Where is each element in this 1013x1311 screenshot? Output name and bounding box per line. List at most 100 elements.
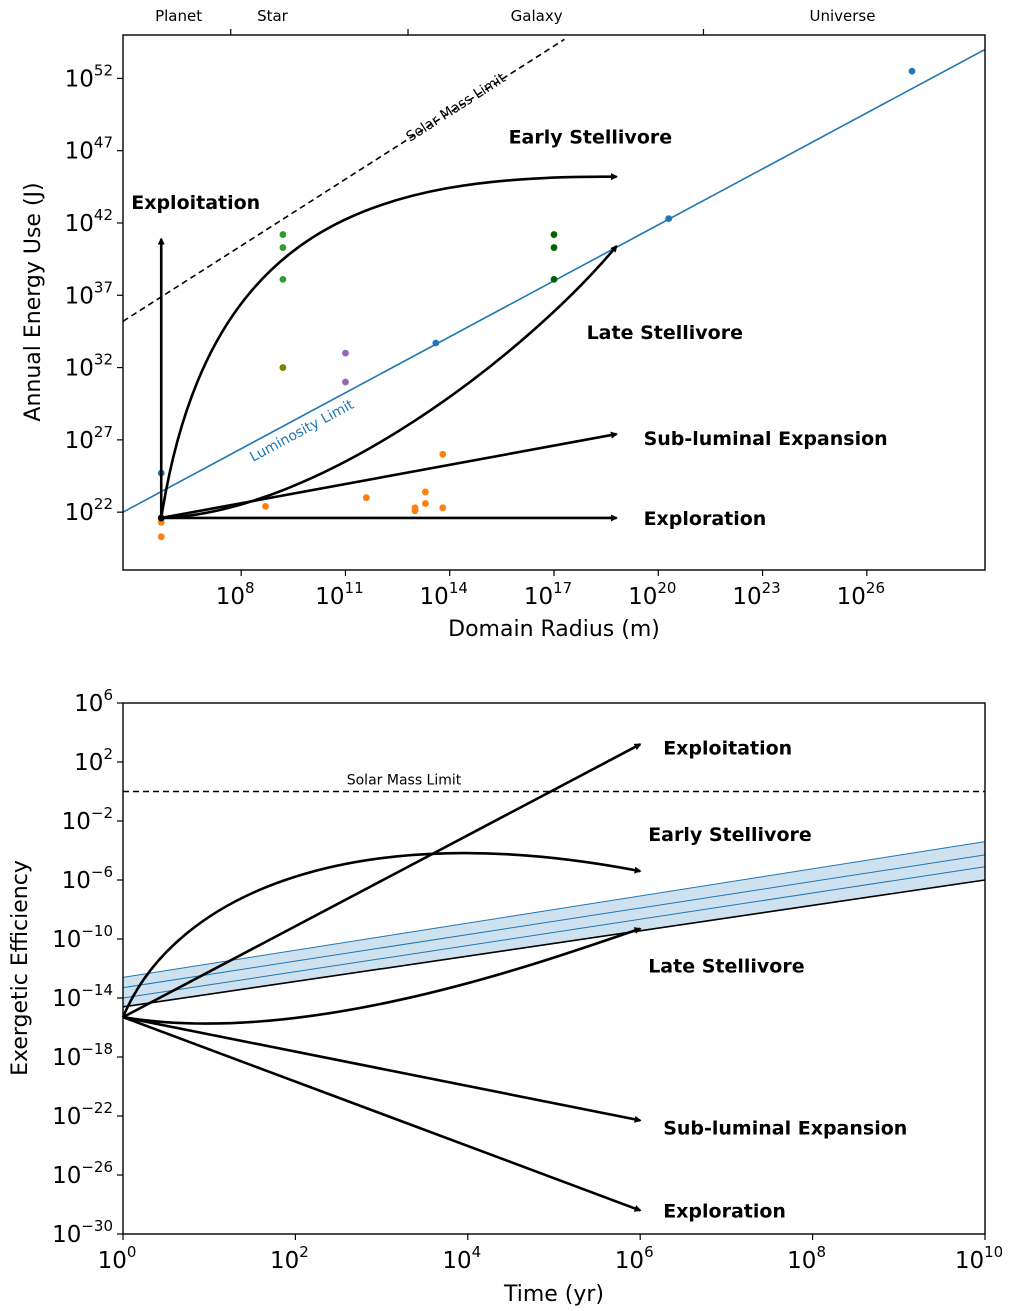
scatter-point (342, 349, 349, 357)
energy-plot-frame (122, 34, 986, 571)
arrow-label: Sub-luminal Expansion (663, 1117, 907, 1139)
energy-plot-area (123, 38, 985, 541)
scatter-point (262, 502, 269, 510)
arrow-label: Early Stellivore (648, 824, 812, 846)
y-tick-label: 102 (74, 745, 113, 776)
x-tick-label: 1011 (315, 579, 363, 610)
efficiency-arrow-labels: Exploitation Early Stellivore Late Stelliv… (648, 737, 907, 1222)
y-tick-label: 1022 (65, 495, 113, 526)
y-tick-label: 1032 (65, 351, 113, 382)
origin-point (157, 514, 165, 522)
x-tick-label: 100 (98, 1243, 137, 1274)
band-inner-line (123, 854, 985, 989)
y-tick-label: 10−18 (52, 1040, 113, 1071)
y-tick-label: 10−26 (52, 1158, 113, 1189)
efficiency-time-chart: 100 102 104 106 108 1010 10−30 10−26 10−22 10−18… (8, 686, 1003, 1307)
arrow-label: Exploration (644, 508, 767, 530)
arrow-label: Exploitation (131, 192, 260, 214)
scatter-point (362, 494, 370, 502)
arrow-label: Late Stellivore (587, 322, 743, 344)
luminosity-marker (665, 215, 673, 223)
x-tick-label: 1026 (837, 579, 885, 610)
band-edge-line (123, 841, 985, 978)
y-tick-label: 10−6 (62, 863, 113, 894)
x-tick-label: 1020 (628, 579, 676, 610)
arrow-label: Late Stellivore (648, 956, 804, 978)
y-tick-label: 10−14 (52, 981, 113, 1012)
efficiency-band (123, 841, 985, 1007)
arrow-early-stellivore (159, 173, 618, 519)
efficiency-arrows (121, 743, 642, 1212)
efficiency-y-axis-label: Exergetic Efficiency (8, 860, 33, 1076)
energy-secondary-axis: Planet Star Galaxy Universe (155, 7, 875, 35)
reference-line (123, 38, 565, 322)
efficiency-x-ticks: 100 102 104 106 108 1010 (98, 1234, 1003, 1274)
scatter-point (550, 244, 558, 251)
energy-x-axis-label: Domain Radius (m) (448, 617, 660, 642)
scatter-point (411, 507, 419, 515)
efficiency-baseline (123, 879, 985, 1008)
efficiency-plot-area (123, 790, 985, 1008)
x-tick-label: 108 (787, 1243, 826, 1274)
y-tick-label: 10−30 (52, 1217, 113, 1248)
scatter-point (342, 378, 349, 386)
x-tick-label: 1017 (524, 579, 572, 610)
y-tick-label: 106 (74, 686, 113, 717)
arrow-sub-luminal-expansion (160, 431, 618, 520)
arrow-exploration (122, 1015, 642, 1212)
scatter-point (439, 450, 447, 458)
arrow-late-stellivore (122, 927, 642, 1025)
x-tick-label: 102 (270, 1243, 309, 1274)
x-tick-label: 106 (615, 1243, 654, 1274)
arrow-label: Early Stellivore (509, 127, 673, 149)
secondary-axis-label: Galaxy (511, 7, 563, 25)
scatter-point (439, 504, 447, 512)
y-tick-label: 1052 (65, 61, 113, 92)
energy-radius-chart: 108 1011 1014 1017 1020 1023 1026 1022 1027 1032… (21, 7, 986, 642)
scatter-point (421, 500, 429, 507)
scatter-point (279, 275, 287, 283)
y-tick-label: 1047 (65, 134, 113, 165)
y-tick-label: 10−10 (52, 922, 113, 953)
arrow-early-stellivore (121, 851, 642, 1018)
secondary-axis-label: Planet (155, 7, 202, 25)
scatter-point (550, 231, 558, 238)
efficiency-plot-frame (122, 702, 986, 1235)
luminosity-marker (432, 339, 440, 347)
arrow-label: Exploration (663, 1200, 786, 1222)
scatter-point (421, 488, 429, 496)
y-tick-label: 10−22 (52, 1099, 113, 1130)
scatter-point (279, 364, 287, 371)
x-tick-label: 1010 (955, 1243, 1003, 1274)
y-tick-label: 1037 (65, 278, 113, 309)
y-tick-label: 1027 (65, 423, 113, 454)
y-tick-label: 10−2 (62, 804, 113, 835)
secondary-axis-label: Star (257, 7, 289, 25)
secondary-axis-label: Universe (809, 7, 875, 25)
energy-x-ticks: 108 1011 1014 1017 1020 1023 1026 (216, 570, 885, 610)
scatter-point (279, 244, 287, 251)
x-tick-label: 1014 (420, 579, 468, 610)
band-inner-line (123, 866, 985, 999)
efficiency-x-axis-label: Time (yr) (503, 1282, 604, 1307)
arrow-label: Sub-luminal Expansion (644, 428, 888, 450)
luminosity-marker (908, 67, 916, 75)
energy-y-ticks: 1022 1027 1032 1037 1042 1047 1052 (65, 61, 123, 526)
x-tick-label: 104 (442, 1243, 481, 1274)
x-tick-label: 108 (216, 579, 255, 610)
scatter-point (550, 275, 558, 283)
arrow-late-stellivore (161, 245, 618, 520)
efficiency-y-ticks: 10−30 10−26 10−22 10−18 10−14 10−10 10−6 10−2 10… (52, 686, 123, 1248)
energy-arrow-labels: Exploitation Early Stellivore Late Stelliv… (131, 127, 887, 530)
solar-mass-limit-label-2: Solar Mass Limit (347, 773, 462, 789)
energy-y-axis-label: Annual Energy Use (J) (21, 182, 46, 421)
x-tick-label: 1023 (732, 579, 780, 610)
y-tick-label: 1042 (65, 206, 113, 237)
energy-arrows (157, 173, 618, 522)
arrow-label: Exploitation (663, 737, 792, 759)
arrow-sub-luminal-expansion (122, 1015, 642, 1123)
luminosity-limit-label: Luminosity Limit (247, 397, 357, 466)
arrow-exploitation (122, 743, 642, 1019)
scatter-point (279, 231, 287, 238)
